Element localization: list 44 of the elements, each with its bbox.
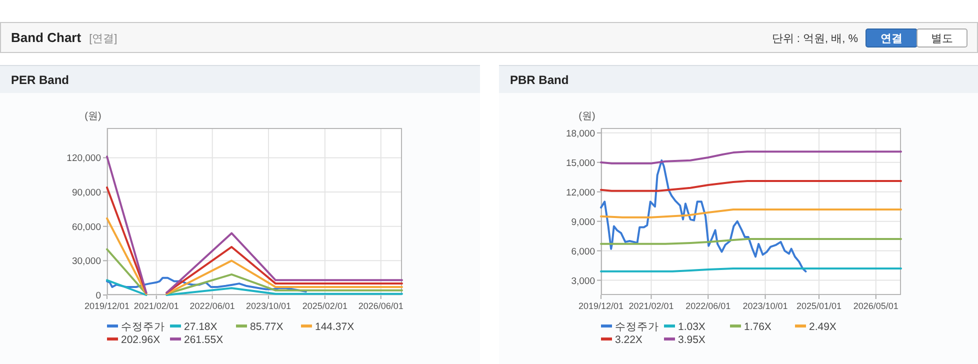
y-axis-title: (원) [84,111,102,122]
y-tick-label: 120,000 [66,153,101,164]
legend-label: 3.22X [615,334,642,346]
x-tick-label: 2019/12/01 [578,301,624,311]
x-tick-label: 2023/10/01 [246,301,292,311]
x-tick-label: 2025/02/01 [302,301,348,311]
legend-label: 144.37X [315,321,354,333]
chart-title: PBR Band [510,73,569,87]
y-tick-label: 12,000 [566,187,595,198]
y-tick-label: 0 [96,290,101,302]
x-tick-label: 2021/02/01 [628,301,674,311]
y-tick-label: 18,000 [566,128,595,140]
x-tick-label: 2021/02/01 [134,301,179,311]
x-tick-label: 2025/01/01 [796,301,842,311]
y-tick-label: 90,000 [72,188,101,199]
y-tick-label: 30,000 [72,256,101,268]
text: [연결] [89,33,118,45]
text: 단위 : 억원, 배, % [772,33,858,45]
y-tick-label: 6,000 [571,246,595,258]
x-tick-label: 2023/10/01 [742,301,788,311]
x-tick-label: 2019/12/01 [84,301,130,311]
legend-label: 1.76X [744,321,772,333]
x-tick-label: 2022/06/01 [686,301,731,311]
chart-title: PER Band [11,73,70,87]
legend-label: 3.95X [678,334,706,346]
text: 별도 [931,33,953,45]
legend-label: 27.18X [184,321,218,333]
legend-label: 85.77X [250,321,284,333]
legend-label: 수정주가 [615,321,659,333]
x-tick-label: 2022/06/01 [190,301,235,311]
y-axis-title: (원) [578,111,596,122]
text: 연결 [880,33,902,45]
legend-label: 202.96X [121,334,160,346]
y-tick-label: 9,000 [571,216,595,228]
legend-label: 1.03X [678,321,706,333]
legend-label: 261.55X [184,334,224,346]
x-tick-label: 2026/06/01 [358,301,404,311]
y-tick-label: 3,000 [571,276,595,287]
y-tick-label: 15,000 [566,158,595,169]
x-tick-label: 2026/05/01 [853,301,898,311]
legend-label: 2.49X [809,321,836,333]
legend-label: 수정주가 [121,321,165,333]
text: Band Chart [11,30,82,45]
y-tick-label: 60,000 [72,222,101,233]
